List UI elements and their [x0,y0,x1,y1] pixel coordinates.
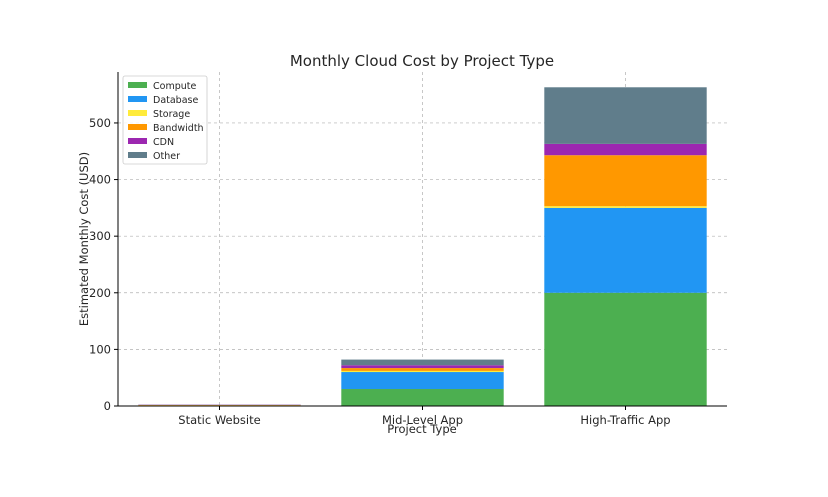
x-axis-ticks: Static Website Mid-Level App High-Traffic … [178,406,671,427]
y-tick-label: 300 [89,229,111,243]
legend-swatch-cdn [128,138,147,144]
bar-segment-cdn: Mid-Level App — CDN: 5 [341,365,504,369]
legend-label-cdn: CDN [153,137,174,148]
bar-segment-database: High-Traffic App — Database: 150 [544,207,707,293]
bar-segment-compute: High-Traffic App — Compute: 200 [544,292,707,406]
x-axis-label: Project Type [387,422,456,436]
bars: Static Website — Compute: 0.5Static Webs… [138,87,707,406]
bar-segment-storage: Mid-Level App — Storage: 2 [341,370,504,373]
x-tick-label: Mid-Level App [382,413,463,427]
bar-segment-cdn: High-Traffic App — CDN: 20 [544,143,707,156]
y-axis-ticks: 0 100 200 300 400 500 [89,116,118,413]
bar-segment-bandwidth: Mid-Level App — Bandwidth: 5 [341,368,504,371]
x-tick-label: High-Traffic App [580,413,670,427]
bar-segment-other: High-Traffic App — Other: 100 [544,87,707,144]
legend-swatch-other [128,152,147,158]
legend-swatch-database [128,96,147,102]
bar-segment-bandwidth: High-Traffic App — Bandwidth: 90 [544,155,707,207]
bar-segment-other: Mid-Level App — Other: 10 [341,359,504,366]
legend-label-other: Other [153,151,180,162]
legend-label-compute: Compute [153,81,196,92]
y-axis-label: Estimated Monthly Cost (USD) [77,152,91,326]
bar-segment-database: Mid-Level App — Database: 30 [341,372,504,390]
legend-swatch-compute [128,82,147,88]
legend-label-bandwidth: Bandwidth [153,123,204,134]
y-tick-label: 500 [89,116,111,130]
legend-swatch-storage [128,110,147,116]
y-tick-label: 0 [104,399,111,413]
y-tick-label: 400 [89,173,111,187]
y-tick-label: 100 [89,342,111,356]
legend-label-storage: Storage [153,109,190,120]
bar-segment-compute: Mid-Level App — Compute: 30 [341,389,504,406]
y-tick-label: 200 [89,286,111,300]
x-tick-label: Static Website [178,413,260,427]
chart-title: Monthly Cloud Cost by Project Type [290,52,554,70]
legend-label-database: Database [153,95,198,106]
legend: Compute Database Storage Bandwidth CDN Other [122,75,208,165]
legend-swatch-bandwidth [128,124,147,130]
bar-segment-storage: High-Traffic App — Storage: 3 [544,206,707,208]
